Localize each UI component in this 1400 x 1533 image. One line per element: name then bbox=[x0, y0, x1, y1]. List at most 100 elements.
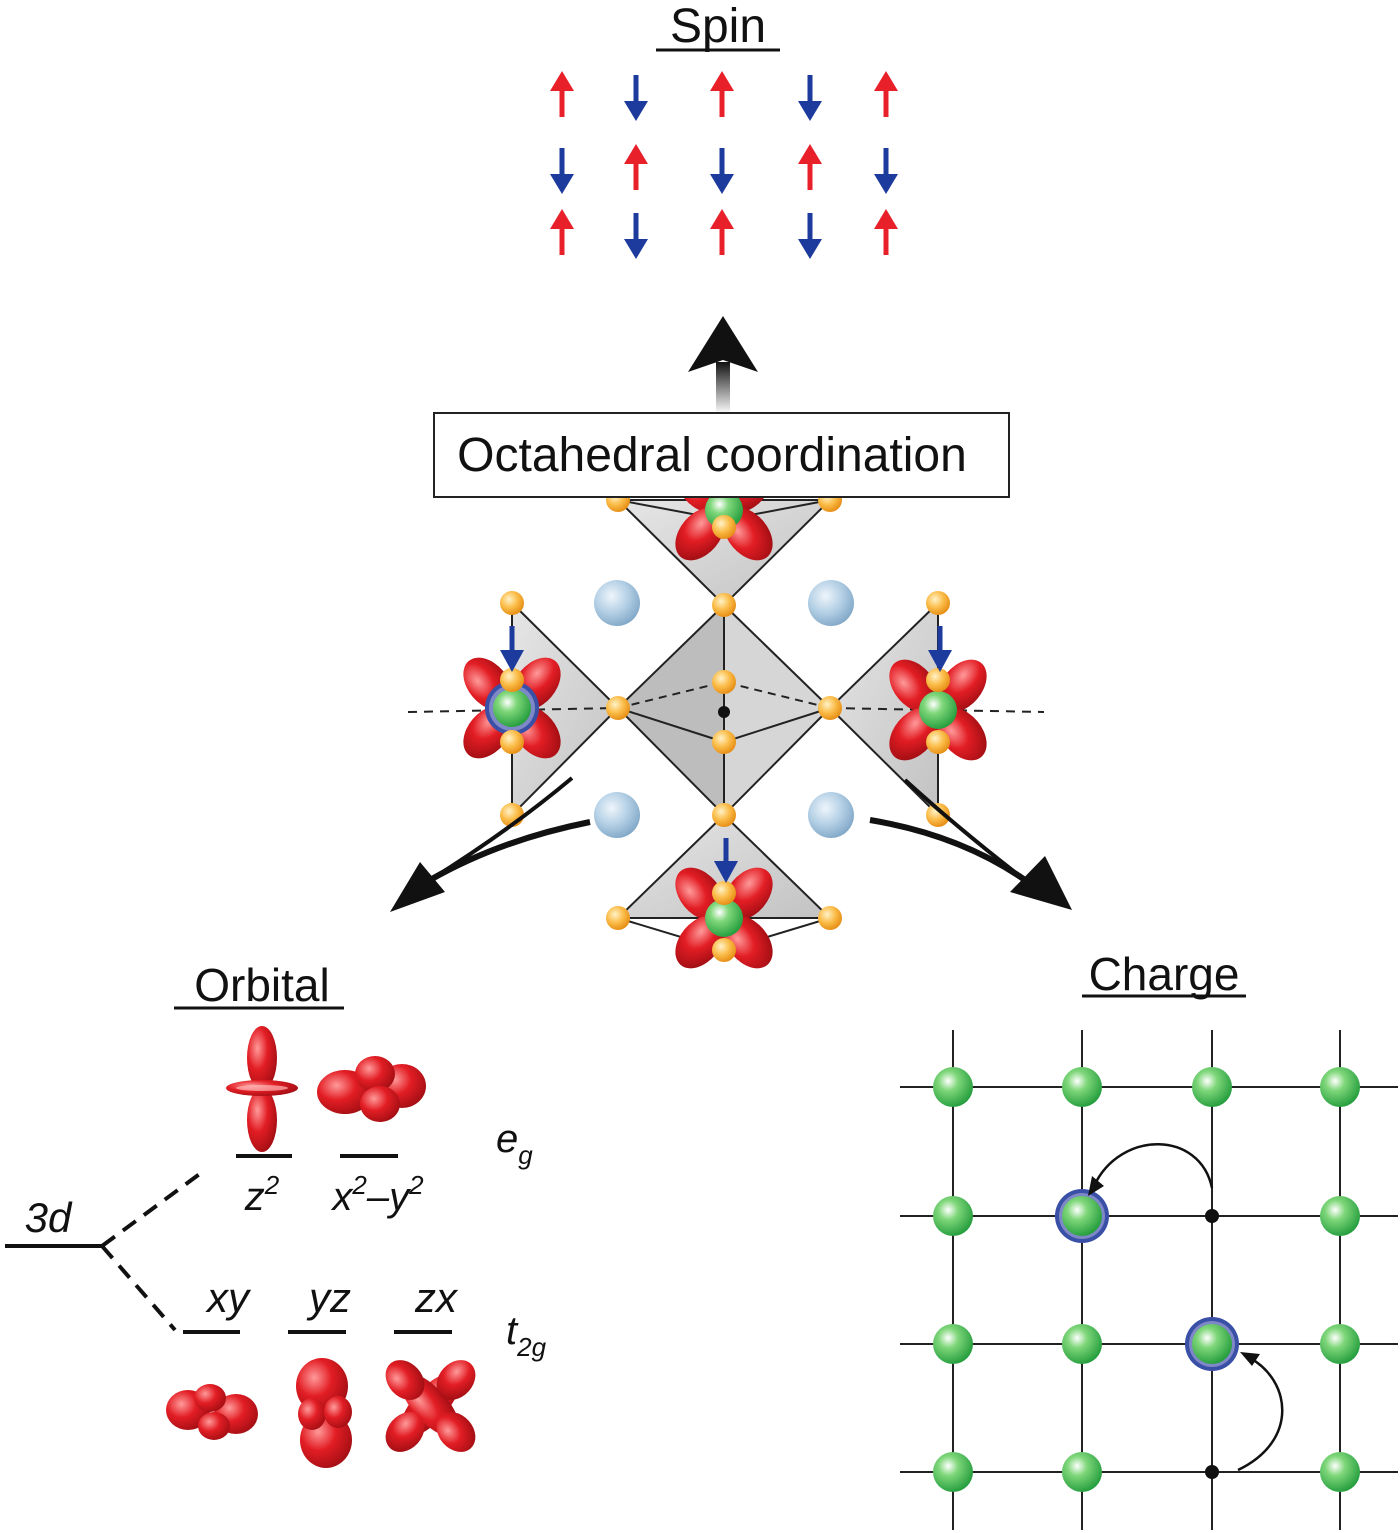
oxygen-atom bbox=[926, 730, 950, 754]
charge-hop-arrow-lower bbox=[1237, 1356, 1284, 1472]
oxygen-atom bbox=[712, 803, 736, 827]
zx-label: zx bbox=[414, 1274, 459, 1321]
spin-up-arrow bbox=[874, 71, 898, 117]
charge-hop-arrowhead-upper bbox=[1088, 1176, 1104, 1196]
charge-site-atom bbox=[1320, 1452, 1360, 1492]
bond-line bbox=[723, 707, 831, 743]
level-3d-label: 3d bbox=[25, 1194, 73, 1241]
cation-sphere bbox=[594, 792, 640, 838]
spin-down-arrow bbox=[624, 213, 648, 259]
oxygen-atom bbox=[712, 730, 736, 754]
oxygen-atom bbox=[712, 881, 736, 905]
xy-orbital-shape bbox=[166, 1384, 258, 1440]
xy-label: xy bbox=[205, 1274, 252, 1321]
dashed-bond bbox=[617, 681, 725, 709]
charge-site-atom bbox=[1062, 1324, 1102, 1364]
arrow-to-orbital-shaft bbox=[428, 819, 591, 883]
bond-line bbox=[617, 707, 725, 743]
arrow-to-orbital-head bbox=[390, 862, 445, 912]
right-metal-site bbox=[889, 659, 987, 761]
charge-hop-arrow-upper bbox=[1092, 1143, 1214, 1189]
yz-orbital-shape bbox=[296, 1358, 352, 1468]
metal-atom bbox=[493, 689, 531, 727]
oxygen-atom bbox=[606, 906, 630, 930]
spin-up-arrow bbox=[550, 209, 574, 255]
oxygen-atom bbox=[500, 591, 524, 615]
spin-down-arrow bbox=[710, 148, 734, 194]
charge-site-atom bbox=[1320, 1196, 1360, 1236]
arrow-to-charge-shaft2 bbox=[903, 778, 1027, 882]
arrow-to-orbital-shaft2 bbox=[428, 776, 574, 882]
spin-down-arrow bbox=[798, 213, 822, 259]
split-line-down bbox=[100, 1244, 177, 1332]
oxygen-atom bbox=[712, 593, 736, 617]
arrow-to-spin-head bbox=[688, 316, 758, 372]
spin-arrow-grid bbox=[550, 71, 898, 259]
spin-down-arrow bbox=[798, 75, 822, 121]
z2-label: z2 bbox=[244, 1170, 280, 1219]
oxygen-atom bbox=[606, 696, 630, 720]
cation-sphere bbox=[808, 792, 854, 838]
charge-lattice bbox=[900, 1030, 1398, 1530]
center-octahedron-face-left bbox=[616, 602, 725, 818]
oxygen-atom bbox=[712, 938, 736, 962]
metal-atom bbox=[919, 691, 957, 729]
spin-up-arrow bbox=[874, 209, 898, 255]
bottom-metal-site bbox=[675, 867, 773, 969]
metal-sites bbox=[463, 459, 987, 969]
top-metal-site bbox=[675, 459, 773, 561]
spin-up-arrow bbox=[710, 209, 734, 255]
split-line-up bbox=[100, 1168, 207, 1248]
empty-site-dot bbox=[1205, 1209, 1219, 1223]
yz-label: yz bbox=[306, 1274, 351, 1321]
center-octahedron-face-right bbox=[723, 602, 832, 818]
dashed-bond bbox=[407, 707, 619, 713]
spin-down-arrow bbox=[624, 75, 648, 121]
arrow-to-charge-head bbox=[1010, 856, 1072, 910]
charge-site-atom bbox=[1320, 1324, 1360, 1364]
spin-down-arrow bbox=[874, 148, 898, 194]
site-spin-down-arrow bbox=[928, 626, 952, 672]
oxygen-atom bbox=[926, 668, 950, 692]
arrow-to-spin-shaft bbox=[716, 362, 730, 414]
charge-site-atom bbox=[933, 1324, 973, 1364]
spin-up-arrow bbox=[798, 144, 822, 190]
empty-site-dot bbox=[1205, 1465, 1219, 1479]
site-spin-down-arrow bbox=[500, 626, 524, 672]
charge-site-atom bbox=[933, 1067, 973, 1107]
oxygen-atoms bbox=[500, 488, 950, 962]
dashed-bond bbox=[829, 707, 1045, 713]
octahedral-label-text: Octahedral coordination bbox=[457, 429, 967, 482]
spin-down-arrow bbox=[550, 148, 574, 194]
zx-orbital-shape bbox=[385, 1360, 476, 1452]
octahedral-label-box bbox=[433, 412, 1010, 498]
oxygen-atom bbox=[926, 803, 950, 827]
charge-site-atom bbox=[1192, 1067, 1232, 1107]
orbital-title: Orbital bbox=[194, 959, 329, 1011]
site-spin-down-arrow bbox=[714, 838, 738, 883]
oxygen-atom bbox=[500, 668, 524, 692]
spin-up-arrow bbox=[550, 71, 574, 117]
charge-site-atom bbox=[1320, 1067, 1360, 1107]
metal-atom bbox=[705, 491, 743, 529]
spin-up-arrow bbox=[710, 71, 734, 117]
metal-atom bbox=[705, 899, 743, 937]
left-metal-site bbox=[463, 657, 561, 759]
oxygen-atom bbox=[926, 591, 950, 615]
x2y2-orbital-shape bbox=[317, 1056, 426, 1122]
arrow-to-charge-shaft bbox=[869, 817, 1027, 883]
oxygen-atom bbox=[818, 696, 842, 720]
charge-site-atom bbox=[1062, 1452, 1102, 1492]
spin-up-arrow bbox=[624, 144, 648, 190]
eg-label: eg bbox=[496, 1117, 533, 1170]
charge-site-atom bbox=[933, 1452, 973, 1492]
spin-title: Spin bbox=[670, 0, 766, 53]
oxygen-atom bbox=[712, 515, 736, 539]
x2y2-label: x2–y2 bbox=[330, 1170, 424, 1219]
dashed-bond bbox=[723, 681, 831, 709]
center-dot bbox=[718, 706, 730, 718]
octahedral-structure bbox=[390, 316, 1072, 969]
z2-orbital-shape bbox=[226, 1026, 298, 1152]
charge-site-atom bbox=[933, 1196, 973, 1236]
